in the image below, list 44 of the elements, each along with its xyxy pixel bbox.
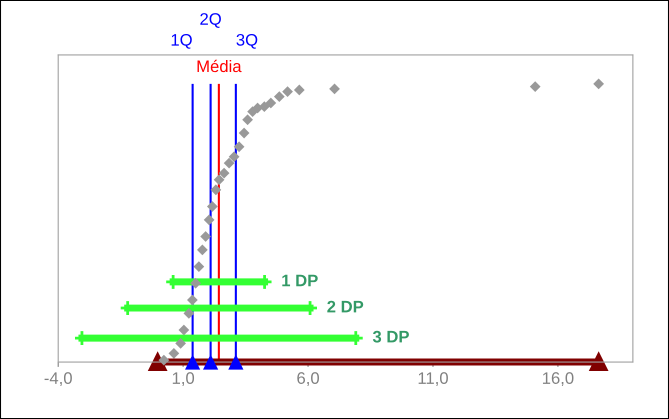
series-label: 1 DP — [282, 274, 318, 286]
x-tick-label: 1,0 — [172, 372, 194, 386]
point — [274, 91, 285, 102]
point — [200, 231, 211, 242]
point — [175, 338, 186, 349]
point — [282, 86, 293, 97]
point — [258, 101, 270, 112]
point — [185, 354, 200, 370]
point — [210, 184, 222, 196]
point — [224, 158, 234, 168]
ref-line-label: 1Q — [172, 34, 192, 49]
point — [590, 352, 608, 372]
point — [193, 261, 204, 272]
point — [234, 141, 244, 152]
point — [158, 354, 170, 366]
x-tick-label: -4,0 — [44, 372, 72, 386]
point — [294, 84, 305, 96]
point — [238, 128, 250, 138]
point — [178, 324, 190, 336]
x-tick-label: 16,0 — [542, 372, 574, 386]
point — [218, 168, 230, 178]
point — [214, 174, 224, 186]
ref-line-label: 3Q — [236, 34, 258, 49]
point — [242, 114, 253, 126]
point — [228, 354, 244, 370]
x-tick-label: 6,0 — [297, 372, 319, 386]
point — [204, 214, 214, 226]
point — [206, 201, 218, 212]
point — [329, 83, 340, 94]
point — [186, 294, 198, 306]
point — [228, 151, 240, 162]
point — [168, 348, 180, 359]
point — [190, 278, 202, 289]
ref-line-label: 2Q — [200, 13, 221, 28]
series-label: 3 DP — [372, 330, 409, 343]
point — [203, 354, 218, 370]
series-label: 2 DP — [327, 300, 364, 312]
x-tick-label: 11,0 — [418, 372, 448, 386]
point — [184, 308, 194, 319]
point — [196, 244, 208, 256]
point — [530, 81, 541, 92]
point — [265, 98, 276, 108]
point — [593, 78, 604, 90]
ref-line-label: Média — [198, 60, 242, 72]
